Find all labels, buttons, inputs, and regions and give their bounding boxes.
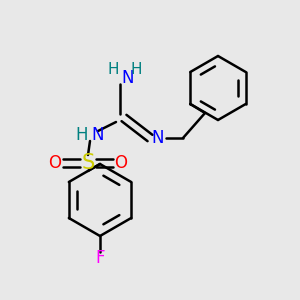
Text: N: N (92, 126, 104, 144)
Text: S: S (81, 153, 94, 173)
Text: O: O (49, 154, 62, 172)
Text: H: H (107, 62, 119, 77)
Text: F: F (95, 249, 105, 267)
Text: H: H (76, 126, 88, 144)
Text: N: N (152, 129, 164, 147)
Text: O: O (115, 154, 128, 172)
Text: N: N (122, 69, 134, 87)
Text: H: H (130, 62, 142, 77)
